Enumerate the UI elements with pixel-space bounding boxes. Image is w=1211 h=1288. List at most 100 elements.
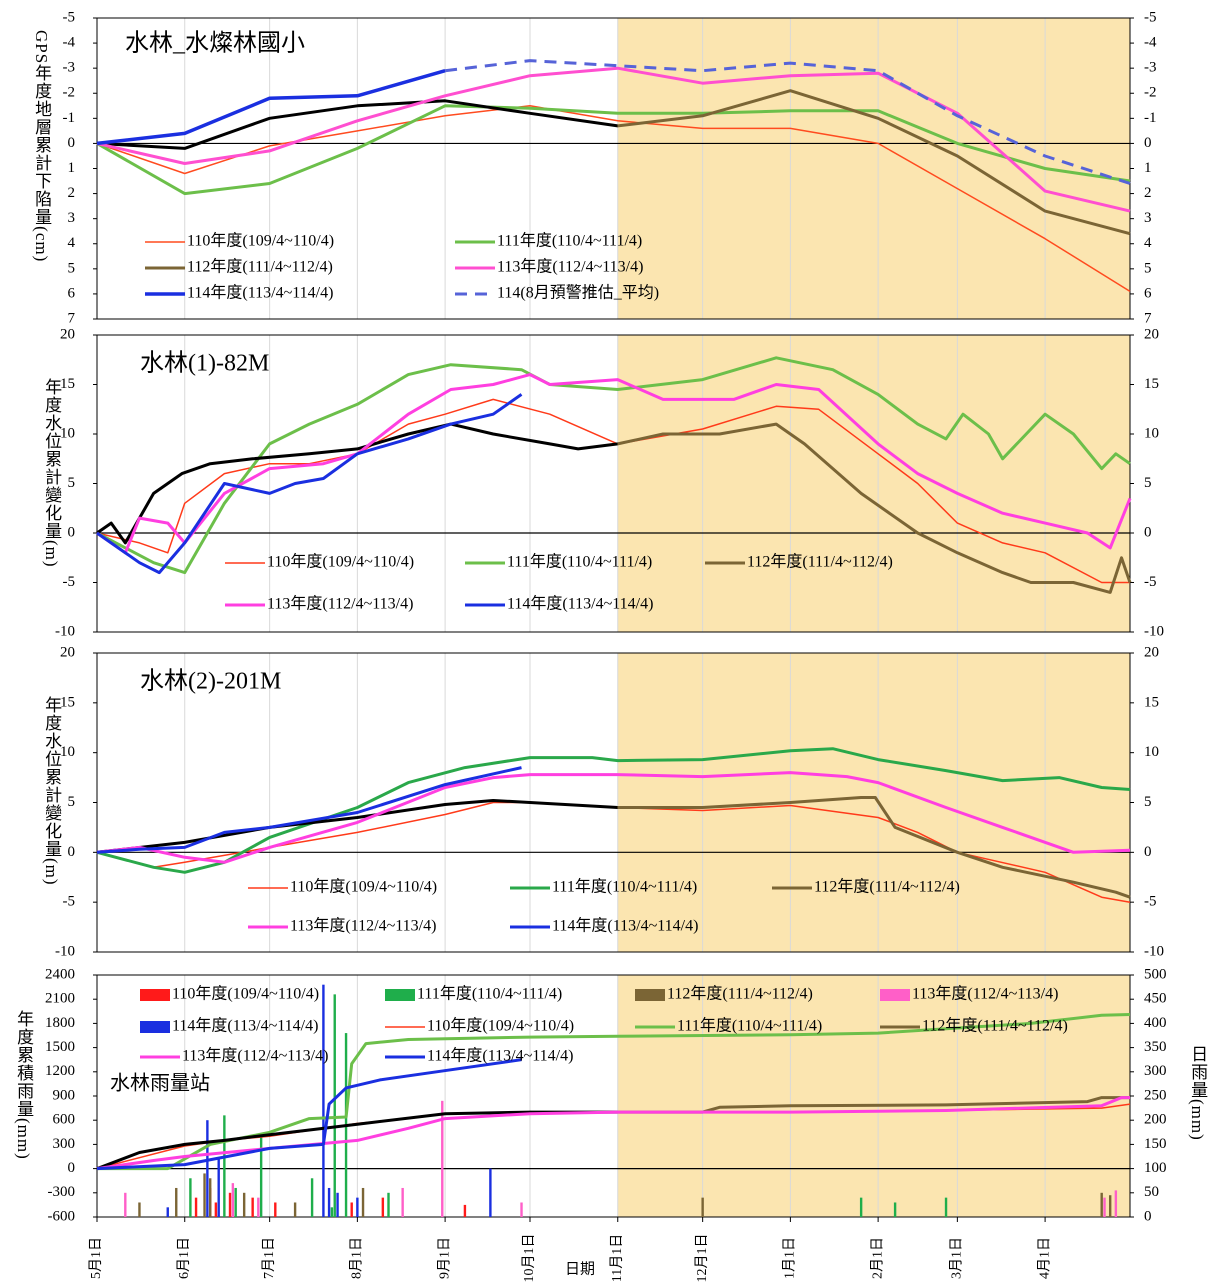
y-tick-label: 1 bbox=[68, 160, 76, 176]
bar bbox=[1103, 1197, 1106, 1217]
bar bbox=[350, 1202, 353, 1217]
y-axis-label: 年度累積雨量(mm) bbox=[14, 1010, 34, 1160]
y-tick-label: -5 bbox=[63, 894, 76, 910]
y-tick-label: 600 bbox=[53, 1112, 76, 1128]
y-tick-label: -4 bbox=[63, 35, 76, 51]
y2-tick-label: 15 bbox=[1144, 376, 1159, 392]
bar bbox=[327, 1187, 331, 1217]
x-tick-label: 1月1日 bbox=[782, 1237, 798, 1279]
y2-tick-label: 10 bbox=[1144, 425, 1159, 441]
bar bbox=[401, 1187, 404, 1217]
bar bbox=[381, 1197, 385, 1217]
y2-tick-label: -2 bbox=[1144, 85, 1157, 101]
y2-tick-label: 5 bbox=[1144, 794, 1152, 810]
panel-title: 水林_水燦林國小 bbox=[125, 30, 305, 57]
y2-tick-label: 400 bbox=[1144, 1015, 1167, 1031]
y2-tick-label: -10 bbox=[1144, 943, 1164, 959]
legend-label: 110年度(109/4~110/4) bbox=[172, 985, 319, 1003]
legend-label: 110年度(109/4~110/4) bbox=[427, 1017, 574, 1035]
bar bbox=[259, 1134, 263, 1217]
x-tick-label: 12月1日 bbox=[694, 1234, 710, 1283]
y2-tick-label: 20 bbox=[1144, 326, 1159, 342]
legend-label: 113年度(112/4~113/4) bbox=[290, 917, 436, 935]
bar bbox=[322, 984, 325, 1217]
legend-label: 111年度(110/4~111/4) bbox=[497, 232, 642, 250]
bar bbox=[223, 1115, 226, 1217]
x-tick-label: 11月1日 bbox=[609, 1234, 625, 1282]
bar bbox=[189, 1178, 192, 1217]
y-tick-label: 2 bbox=[68, 185, 76, 201]
legend-label: 114年度(113/4~114/4) bbox=[427, 1047, 573, 1065]
bar bbox=[231, 1183, 235, 1217]
x-tick-label: 3月1日 bbox=[949, 1237, 965, 1279]
bar bbox=[217, 1158, 220, 1217]
y-tick-label: 0 bbox=[68, 1160, 76, 1176]
legend-swatch bbox=[140, 1021, 170, 1033]
y2-tick-label: 500 bbox=[1144, 966, 1167, 982]
y-tick-label: 300 bbox=[53, 1136, 76, 1152]
y-tick-label: 20 bbox=[60, 326, 75, 342]
legend-label: 114年度(113/4~114/4) bbox=[187, 284, 333, 302]
y-tick-label: 6 bbox=[68, 285, 76, 301]
highlight-band bbox=[617, 975, 1130, 1217]
legend-swatch bbox=[385, 989, 415, 1001]
y2-tick-label: 0 bbox=[1144, 1208, 1152, 1224]
y-tick-label: 5 bbox=[68, 794, 76, 810]
highlight-band bbox=[617, 653, 1130, 952]
series-line bbox=[96, 1096, 1130, 1171]
y-tick-label: 3 bbox=[68, 210, 76, 226]
series-line bbox=[96, 104, 1131, 196]
bar bbox=[520, 1202, 523, 1217]
y2-tick-label: 50 bbox=[1144, 1184, 1159, 1200]
series-line bbox=[96, 1058, 522, 1171]
bar bbox=[310, 1178, 314, 1217]
y2-tick-label: 7 bbox=[1144, 310, 1152, 326]
y2-tick-label: -5 bbox=[1144, 894, 1157, 910]
series-line bbox=[96, 766, 522, 854]
y-tick-label: 1200 bbox=[45, 1063, 75, 1079]
y-tick-label: 4 bbox=[68, 235, 76, 251]
x-tick-label: 10月1日 bbox=[521, 1234, 537, 1283]
bar bbox=[228, 1192, 232, 1217]
y2-tick-label: -5 bbox=[1144, 574, 1157, 590]
bar bbox=[1114, 1190, 1118, 1217]
bar bbox=[242, 1192, 246, 1217]
y-tick-label: -2 bbox=[63, 85, 76, 101]
y-tick-label: 1800 bbox=[45, 1015, 75, 1031]
series-line bbox=[96, 393, 523, 575]
bar bbox=[701, 1197, 704, 1217]
x-tick-label: 8月1日 bbox=[349, 1237, 365, 1279]
legend-label: 113年度(112/4~113/4) bbox=[912, 985, 1058, 1003]
bar bbox=[257, 1197, 260, 1217]
y-axis-label: 年度水位累計變化量(m) bbox=[42, 696, 62, 886]
y2-tick-label: 100 bbox=[1144, 1160, 1167, 1176]
series-line bbox=[96, 771, 1131, 864]
bar bbox=[387, 1192, 390, 1217]
y-tick-label: 2400 bbox=[45, 966, 75, 982]
bar bbox=[361, 1187, 365, 1217]
y2-tick-label: -10 bbox=[1144, 623, 1164, 639]
y2-tick-label: 5 bbox=[1144, 475, 1152, 491]
y2-tick-label: 5 bbox=[1144, 260, 1152, 276]
bar bbox=[274, 1202, 277, 1217]
y2-tick-label: 6 bbox=[1144, 285, 1152, 301]
y2-tick-label: -5 bbox=[1144, 9, 1157, 25]
y-tick-label: -10 bbox=[55, 623, 75, 639]
bar bbox=[124, 1192, 127, 1217]
y2-tick-label: 2 bbox=[1144, 185, 1152, 201]
bar bbox=[859, 1197, 863, 1217]
bar bbox=[944, 1197, 948, 1217]
legend-label: 112年度(111/4~112/4) bbox=[922, 1017, 1068, 1035]
y-tick-label: 0 bbox=[68, 135, 76, 151]
y2-tick-label: 15 bbox=[1144, 694, 1159, 710]
panel-title: 水林(2)-201M bbox=[140, 668, 281, 695]
y2-tick-label: 300 bbox=[1144, 1063, 1167, 1079]
legend-label: 111年度(110/4~111/4) bbox=[507, 553, 652, 571]
bar bbox=[356, 1197, 359, 1217]
y-tick-label: 1500 bbox=[45, 1039, 75, 1055]
y-tick-label: 10 bbox=[60, 744, 75, 760]
y-tick-label: -5 bbox=[63, 574, 76, 590]
bar bbox=[441, 1100, 444, 1217]
legend-label: 110年度(109/4~110/4) bbox=[290, 878, 437, 896]
legend-label: 114年度(113/4~114/4) bbox=[552, 917, 698, 935]
